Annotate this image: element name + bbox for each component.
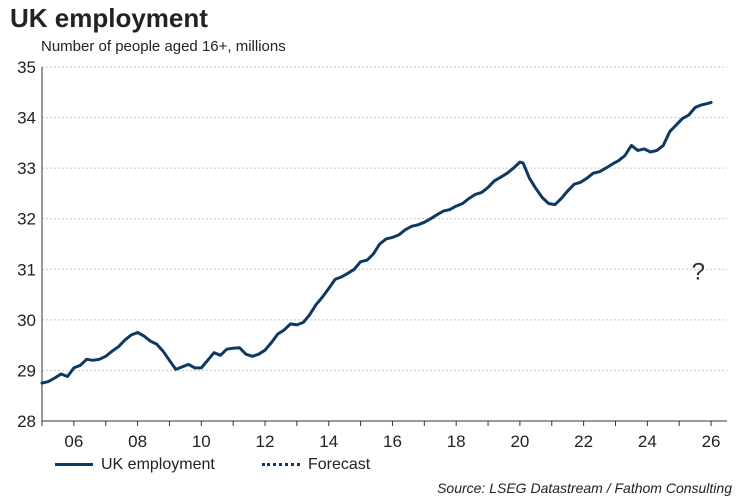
series-lines	[40, 100, 713, 385]
y-tick-label: 28	[17, 412, 36, 431]
y-tick-label: 31	[17, 260, 36, 279]
x-tick-label: 06	[64, 432, 83, 451]
y-tick-label: 35	[17, 58, 36, 77]
x-tick-label: 26	[702, 432, 721, 451]
chart-title: UK employment	[10, 3, 208, 33]
legend-entry-uk-employment: UK employment	[55, 456, 215, 474]
axes	[41, 67, 727, 426]
series-line-0	[40, 100, 713, 385]
y-tick-label: 33	[17, 159, 36, 178]
x-tick-label: 08	[128, 432, 147, 451]
tick-labels: 28 29 30 31 32 33 34 35 06 08 10 12 14 16 18 20 22 24 26	[17, 58, 720, 451]
annotations: ?	[692, 258, 705, 285]
x-tick-label: 24	[638, 432, 657, 451]
source-note: Source: LSEG Datastream / Fathom Consult…	[437, 480, 732, 496]
x-tick-label: 14	[319, 432, 338, 451]
legend-label: UK employment	[101, 456, 215, 473]
x-tick-label: 10	[192, 432, 211, 451]
y-tick-label: 29	[17, 361, 36, 380]
x-tick-label: 22	[574, 432, 593, 451]
x-tick-label: 18	[447, 432, 466, 451]
y-tick-label: 30	[17, 311, 36, 330]
y-tick-label: 34	[17, 109, 36, 128]
x-tick-label: 12	[256, 432, 275, 451]
annotation-question-mark: ?	[692, 258, 705, 285]
chart-subtitle: Number of people aged 16+, millions	[41, 38, 286, 55]
legend-entry-forecast: Forecast	[262, 456, 370, 474]
legend-swatch-solid	[55, 463, 93, 467]
y-tick-label: 32	[17, 210, 36, 229]
legend-swatch-dotted	[262, 463, 300, 467]
x-tick-label: 20	[510, 432, 529, 451]
legend-label: Forecast	[308, 456, 371, 473]
x-tick-label: 16	[383, 432, 402, 451]
grid-lines	[42, 66, 727, 371]
